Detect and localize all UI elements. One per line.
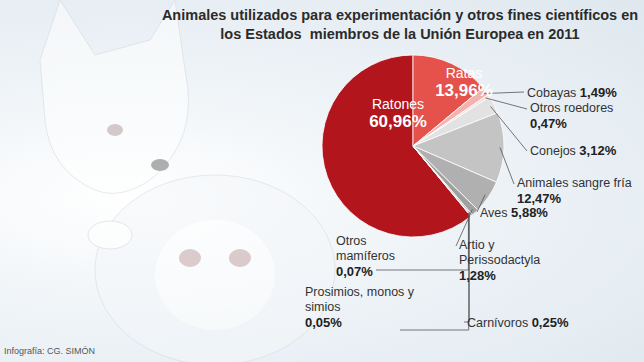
value-label: 0,25% [532, 315, 569, 330]
category-label: Conejos [530, 144, 576, 158]
value-label: 0,47% [530, 116, 630, 131]
value-label: 60,96% [369, 113, 427, 131]
value-label: 1,49% [580, 85, 617, 100]
pie-slice [413, 146, 478, 215]
mouse [88, 221, 132, 249]
leader-line [491, 106, 528, 151]
value-label: 3,12% [579, 143, 616, 158]
source: Infografía: CG. SIMÓN [4, 346, 95, 356]
dog-eye [107, 124, 123, 136]
category-label: Ratas [435, 64, 493, 82]
pie-slice [413, 146, 471, 216]
data-label: Ratas 13,96% [435, 64, 493, 100]
data-label: Aves 5,88% [480, 205, 580, 221]
monkey-eye [179, 249, 201, 267]
category-label: Cobayas [527, 86, 576, 100]
data-label: Otros mamíferos 0,07% [336, 234, 408, 279]
pie [322, 55, 504, 237]
monkey-eye [229, 249, 251, 267]
pie-slice [413, 146, 496, 210]
monkey-face [155, 220, 275, 330]
data-label: Prosimios, monos y simios 0,05% [305, 285, 417, 330]
value-label: 1,28% [459, 268, 559, 283]
leader-line [500, 148, 514, 185]
value-label: 12,47% [517, 191, 642, 206]
leader-line [400, 213, 469, 330]
monkey-head [95, 175, 335, 362]
data-label: Otros roedores 0,47% [530, 101, 630, 131]
data-label: Carnívoros 0,25% [467, 315, 587, 331]
title: Animales utilizados para experimentación… [160, 6, 640, 44]
data-label: Conejos 3,12% [530, 143, 640, 159]
value-label: 5,88% [511, 205, 548, 220]
value-label: 0,05% [305, 315, 417, 330]
pie-slice [413, 146, 471, 216]
dog-nose [151, 159, 169, 171]
category-label: Prosimios, monos y simios [305, 285, 414, 314]
data-label: Ratones 60,96% [369, 95, 427, 131]
category-label: Aves [480, 206, 508, 220]
pie-slice [413, 146, 472, 216]
category-label: Animales sangre fría [517, 176, 632, 190]
illustration [40, 0, 335, 362]
data-label: Artio y Perissodactyla 1,28% [459, 238, 559, 283]
stage: Animales utilizados para experimentación… [0, 0, 644, 362]
category-label: Otros roedores [530, 101, 613, 115]
category-label: Otros mamíferos [336, 234, 395, 263]
dog-head [40, 0, 188, 193]
value-label: 0,07% [336, 264, 408, 279]
value-label: 13,96% [435, 82, 493, 100]
category-label: Carnívoros [467, 316, 528, 330]
category-label: Ratones [369, 95, 427, 113]
data-label: Cobayas 1,49% [527, 85, 644, 101]
category-label: Artio y Perissodactyla [459, 238, 540, 267]
data-label: Animales sangre fría 12,47% [517, 176, 642, 206]
